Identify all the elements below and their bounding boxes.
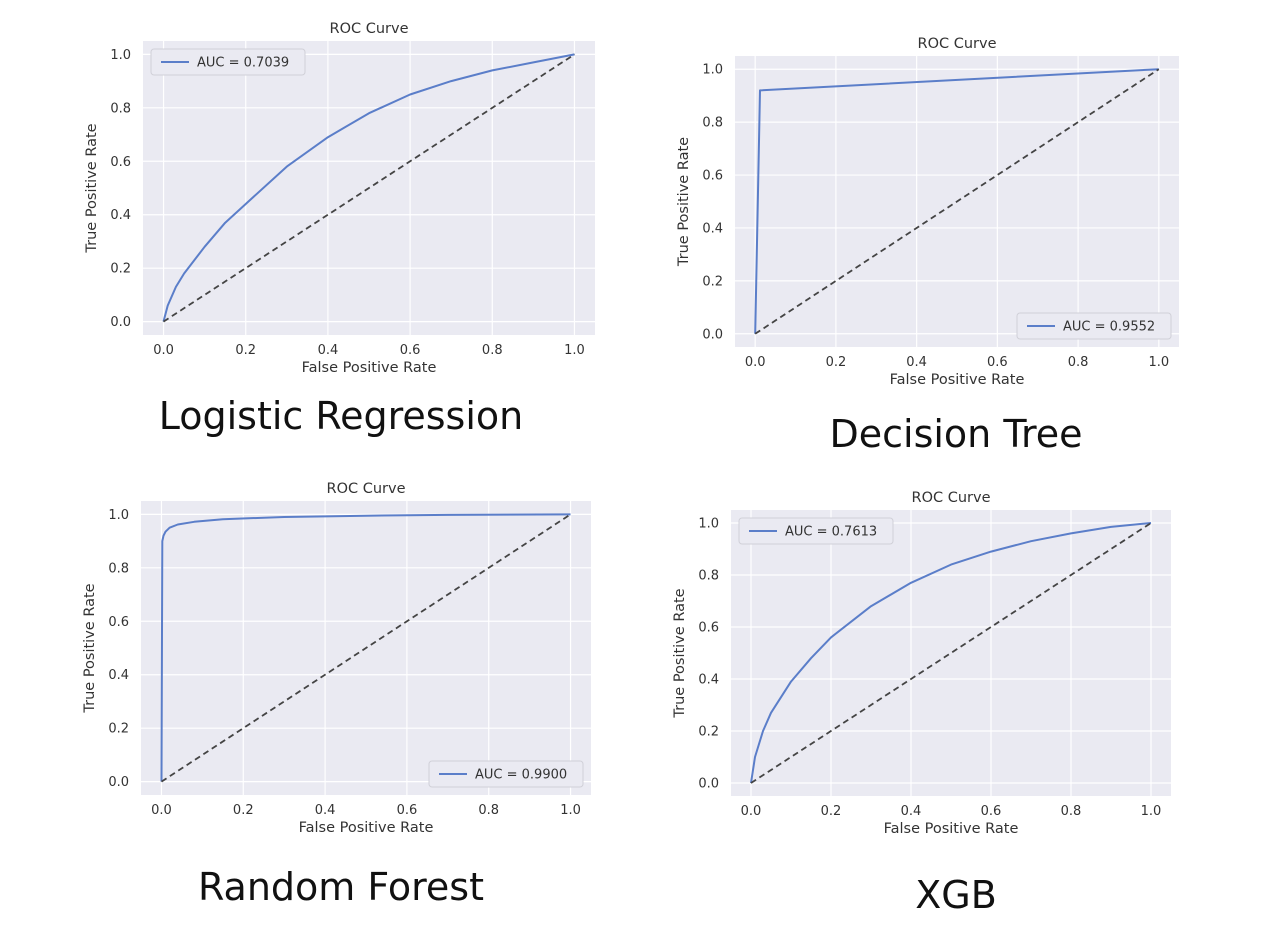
legend-box: [150, 48, 306, 76]
chance-diagonal-line: [163, 53, 575, 323]
y-tick-label: 0.0: [702, 327, 723, 342]
x-tick-label: 0.4: [315, 803, 336, 818]
legend-label: AUC = 0.9900: [475, 768, 567, 783]
x-tick-label: 0.6: [397, 803, 418, 818]
x-tick-label: 0.8: [1068, 355, 1089, 370]
x-tick-label: 0.2: [233, 803, 254, 818]
y-tick-label: 0.8: [108, 561, 129, 576]
caption-xgb: XGB: [915, 873, 997, 917]
roc-curve-line: [754, 68, 1159, 334]
y-tick-label: 0.2: [698, 725, 719, 740]
y-tick-label: 0.4: [698, 673, 719, 688]
y-tick-label: 0.4: [108, 668, 129, 683]
roc-curve-line: [750, 522, 1152, 784]
y-tick-label: 0.8: [698, 569, 719, 584]
caption-random-forest: Random Forest: [197, 865, 485, 909]
x-tick-label: 0.4: [901, 804, 922, 819]
roc-curve-line: [160, 513, 571, 782]
y-axis-label: True Positive Rate: [84, 123, 100, 253]
y-tick-label: 0.4: [702, 221, 723, 236]
y-tick-label: 0.2: [702, 274, 723, 289]
x-tick-label: 0.6: [987, 355, 1008, 370]
legend-label: AUC = 0.9552: [1063, 320, 1155, 335]
x-axis-label: False Positive Rate: [299, 820, 434, 836]
chart-title: ROC Curve: [912, 490, 991, 506]
x-tick-label: 0.8: [482, 343, 503, 358]
x-tick-label: 0.0: [745, 355, 766, 370]
x-axis-label: False Positive Rate: [890, 372, 1025, 388]
legend-box: [1016, 312, 1172, 340]
caption-logistic-regression: Logistic Regression: [158, 394, 524, 438]
y-tick-label: 1.0: [110, 48, 131, 63]
roc-curve-line: [162, 53, 575, 322]
x-tick-label: 0.2: [821, 804, 842, 819]
x-tick-label: 0.4: [906, 355, 927, 370]
x-tick-label: 1.0: [1148, 355, 1169, 370]
x-tick-label: 0.0: [153, 343, 174, 358]
y-tick-label: 0.0: [110, 315, 131, 330]
x-tick-label: 0.4: [318, 343, 339, 358]
y-tick-label: 0.6: [702, 169, 723, 184]
legend-label: AUC = 0.7039: [197, 56, 289, 71]
y-tick-label: 0.6: [110, 155, 131, 170]
x-tick-label: 1.0: [564, 343, 585, 358]
y-tick-label: 0.6: [698, 621, 719, 636]
chance-diagonal-line: [161, 513, 571, 783]
x-tick-label: 0.2: [826, 355, 847, 370]
y-axis-label: True Positive Rate: [676, 137, 692, 267]
y-tick-label: 1.0: [698, 517, 719, 532]
chart-title: ROC Curve: [918, 36, 997, 52]
x-axis-label: False Positive Rate: [302, 360, 437, 376]
y-tick-label: 0.8: [702, 116, 723, 131]
y-tick-label: 1.0: [108, 508, 129, 523]
y-tick-label: 0.4: [110, 208, 131, 223]
x-tick-label: 0.2: [235, 343, 256, 358]
x-tick-label: 0.6: [400, 343, 421, 358]
chart-title: ROC Curve: [327, 481, 406, 497]
legend-box: [428, 760, 584, 788]
y-tick-label: 0.6: [108, 615, 129, 630]
x-tick-label: 0.8: [478, 803, 499, 818]
legend-box: [738, 517, 894, 545]
y-tick-label: 0.0: [108, 775, 129, 790]
x-axis-label: False Positive Rate: [884, 821, 1019, 837]
x-tick-label: 1.0: [560, 803, 581, 818]
x-tick-label: 0.8: [1061, 804, 1082, 819]
chart-title: ROC Curve: [330, 21, 409, 37]
y-tick-label: 0.2: [110, 262, 131, 277]
chance-diagonal-line: [754, 68, 1160, 335]
y-tick-label: 0.8: [110, 101, 131, 116]
y-tick-label: 1.0: [702, 63, 723, 78]
x-tick-label: 0.0: [151, 803, 172, 818]
y-axis-label: True Positive Rate: [672, 588, 688, 718]
x-tick-label: 0.6: [981, 804, 1002, 819]
x-tick-label: 0.0: [741, 804, 762, 819]
x-tick-label: 1.0: [1141, 804, 1162, 819]
y-tick-label: 0.0: [698, 777, 719, 792]
y-tick-label: 0.2: [108, 722, 129, 737]
caption-decision-tree: Decision Tree: [829, 412, 1083, 456]
legend-label: AUC = 0.7613: [785, 525, 877, 540]
y-axis-label: True Positive Rate: [82, 583, 98, 713]
